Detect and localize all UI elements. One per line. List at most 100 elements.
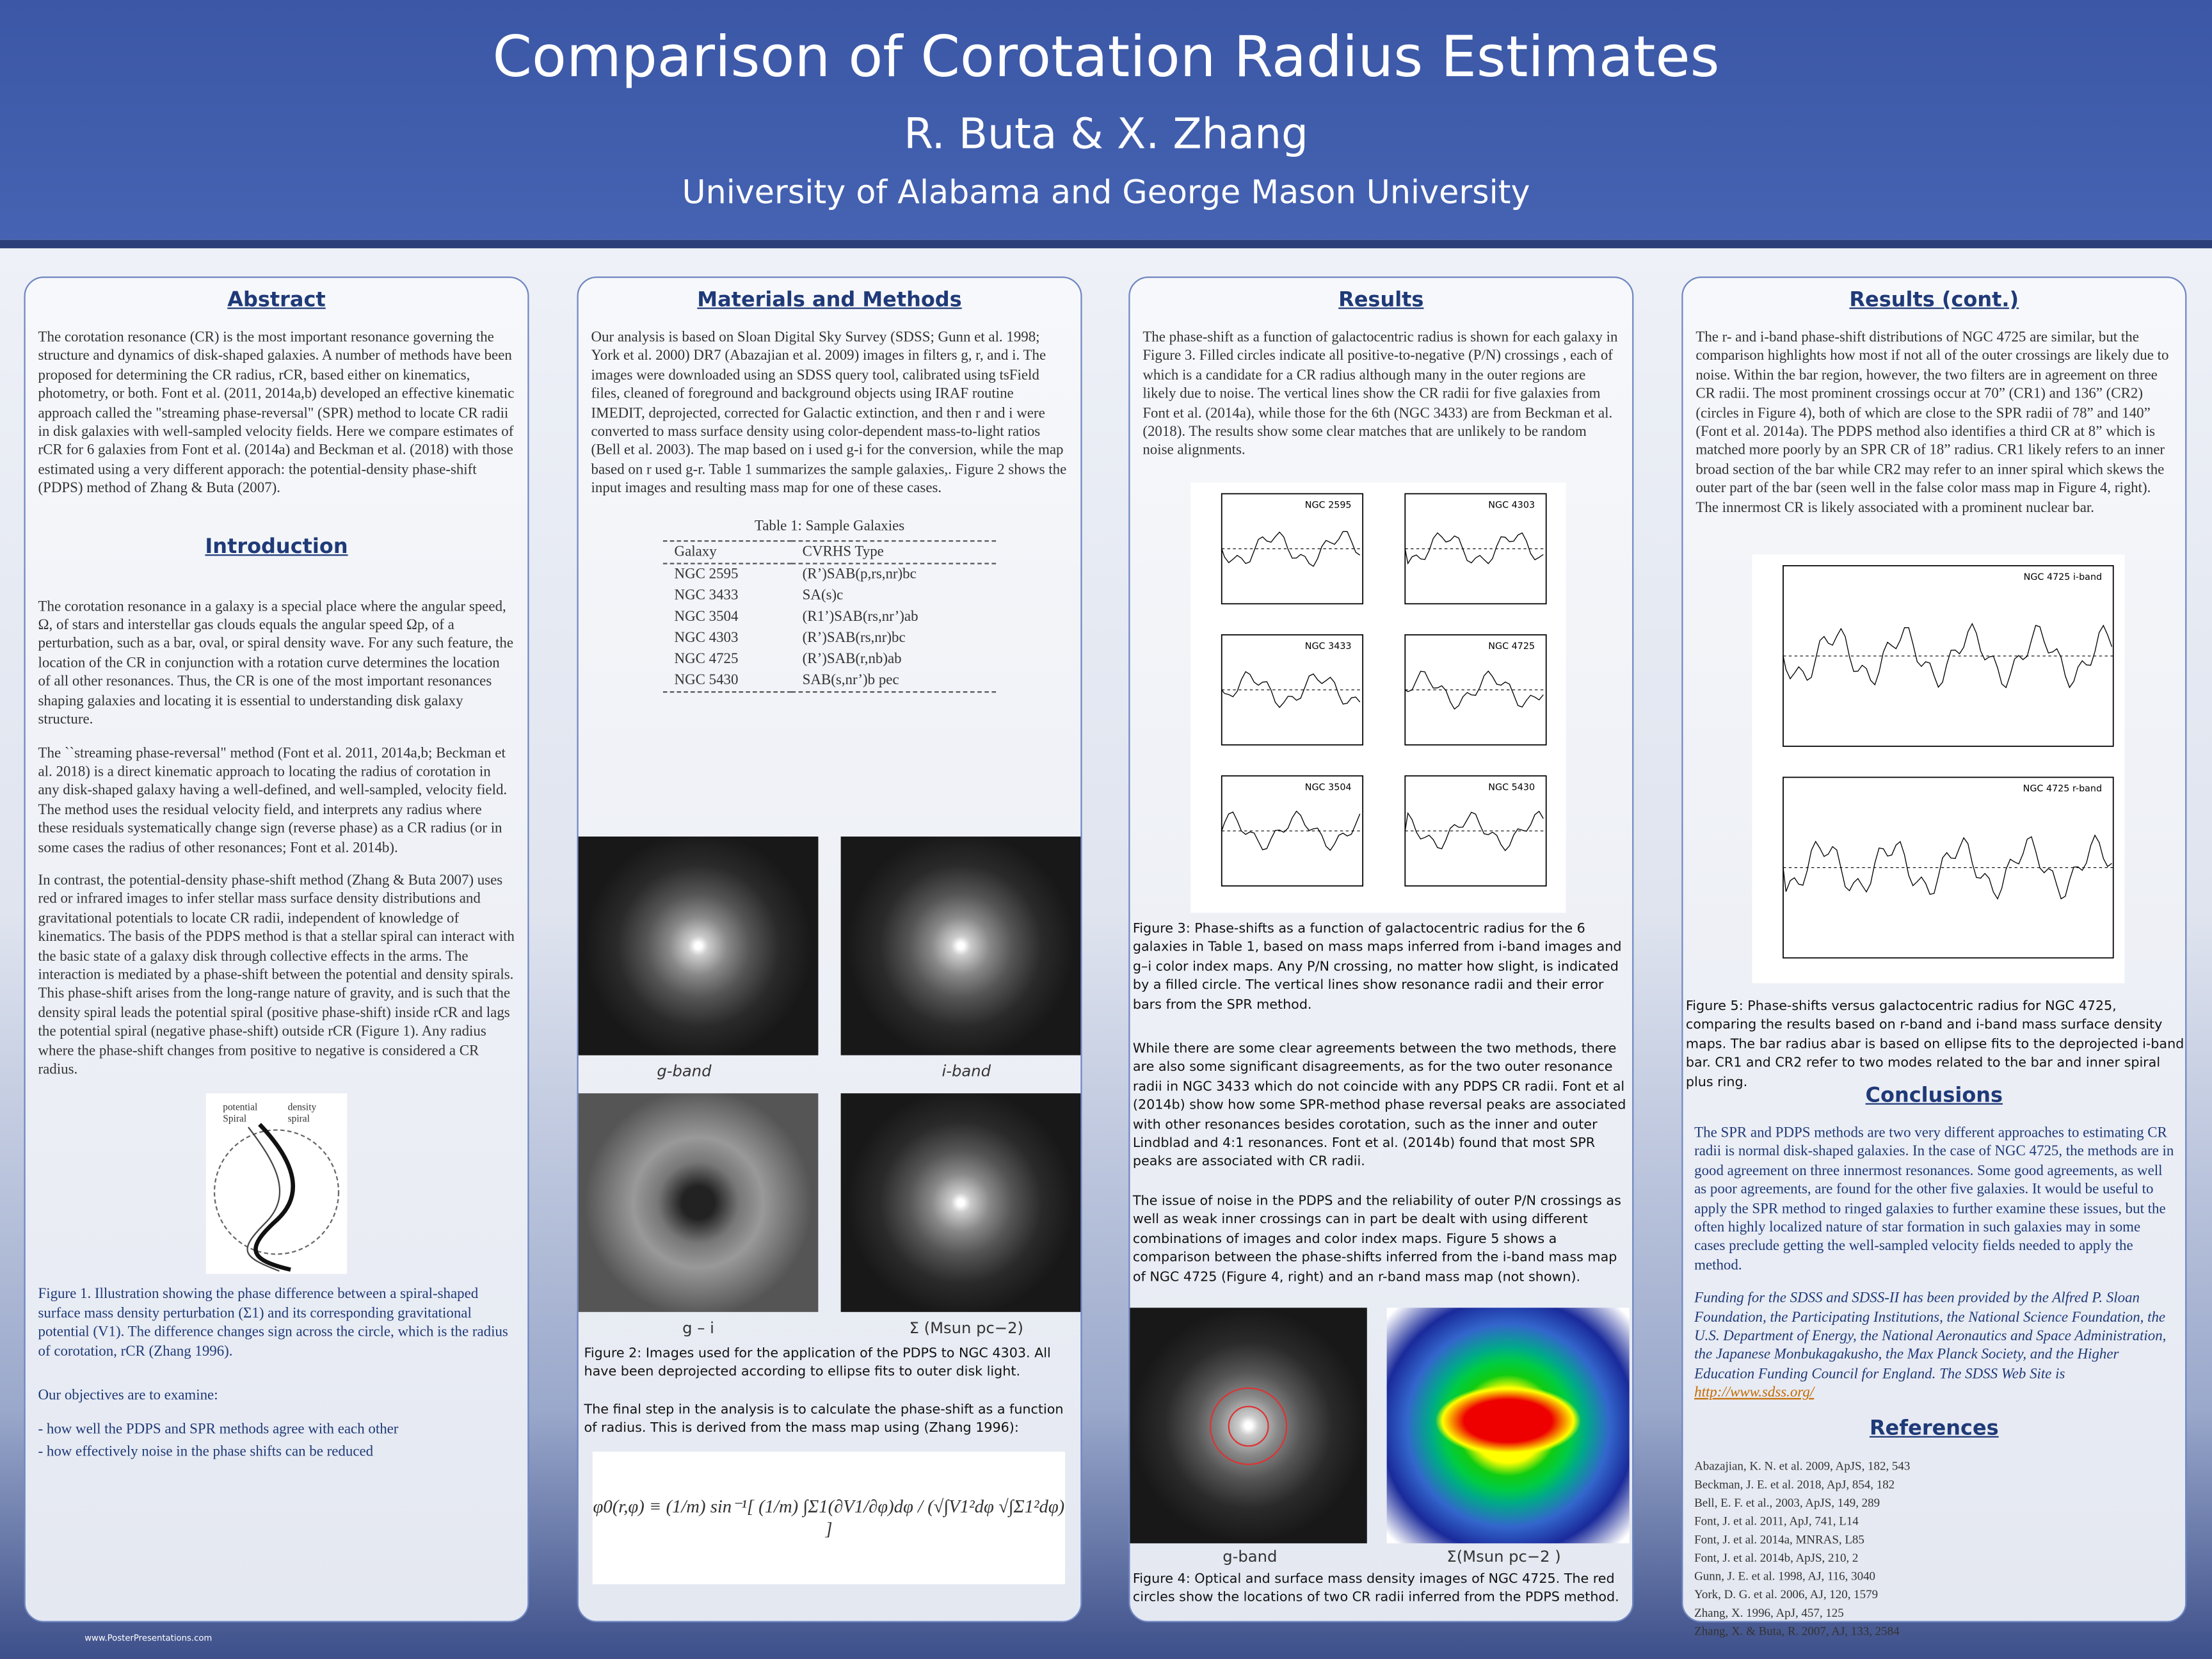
table-row: NGC 3504 (R1’)SAB(rs,nr’)ab (663, 606, 996, 627)
plot: NGC 2595 NGC 4303 NGC 3433 NGC 4725 NGC 3504… (1221, 493, 1547, 887)
table-cell: (R’)SAB(p,rs,nr)bc (802, 566, 917, 582)
reference: Zhang, X. 1996, ApJ, 457, 125 (1694, 1605, 1844, 1619)
references: Abazajian, K. N. et al. 2009, ApJS, 182,… (1683, 1457, 2185, 1640)
curve-group (1404, 670, 1544, 710)
caption: Figure 5: Phase-shifts versus galactocen… (1685, 998, 2184, 1090)
reference: Font, J. et al. 2014a, MNRAS, L85 (1694, 1531, 1864, 1546)
panel-label: NGC 4725 i-band (2024, 572, 2102, 582)
figure-label: g-band (1222, 1547, 1278, 1566)
paragraph: The issue of noise in the PDPS and the r… (1132, 1193, 1621, 1285)
heading: Results (cont.) (1849, 289, 2019, 312)
bullet-list: - how well the PDPS and SPR methods agre… (38, 1420, 515, 1465)
paragraph: Our analysis is based on Sloan Digital S… (591, 330, 1067, 497)
curve-group (1783, 834, 2112, 900)
table-cell: NGC 2595 (674, 566, 739, 582)
heading: Conclusions (1865, 1084, 2003, 1108)
curve-group (1404, 810, 1544, 851)
panel-label: NGC 3504 (1305, 782, 1352, 792)
panel-label: NGC 2595 (1305, 500, 1352, 510)
figure-label: density spiral (287, 1102, 317, 1125)
figure-label: Σ(Msun pc−2 ) (1447, 1547, 1561, 1566)
paragraph: The ``streaming phase-reversal" method (… (38, 745, 508, 856)
reference: Zhang, X. & Buta, R. 2007, AJ, 133, 2584 (1694, 1623, 1900, 1638)
reference: Beckman, J. E. et al. 2018, ApJ, 854, 18… (1694, 1477, 1895, 1491)
paragraph: Our objectives are to examine: (38, 1388, 218, 1404)
reference: Gunn, J. E. et al. 1998, AJ, 116, 3040 (1694, 1568, 1876, 1583)
reference: Bell, E. F. et al., 2003, ApJS, 149, 289 (1694, 1495, 1880, 1509)
phase-curve (1221, 531, 1361, 567)
paragraph: The final step in the analysis is to cal… (584, 1402, 1064, 1437)
bullet: - how well the PDPS and SPR methods agre… (38, 1422, 399, 1438)
paragraph: The r- and i-band phase-shift distributi… (1695, 330, 2169, 516)
panel-label: NGC 5430 (1488, 782, 1535, 792)
funding: Funding for the SDSS and SDSS-II has bee… (1683, 1290, 2185, 1403)
table-cell: NGC 4725 (674, 651, 739, 667)
table-row: NGC 5430 SAB(s,nr’)b pec (663, 669, 996, 691)
table-cell: (R’)SAB(rs,nr)bc (802, 630, 906, 646)
curve-group (1221, 810, 1361, 851)
reference: Font, J. et al. 2014b, ApJS, 210, 2 (1694, 1550, 1859, 1564)
authors: R. Buta & X. Zhang (904, 109, 1308, 160)
paragraph: The SPR and PDPS methods are two very di… (1694, 1125, 2174, 1274)
color-map (578, 1093, 819, 1312)
table-cell: (R’)SAB(r,nb)ab (802, 651, 902, 667)
column: Abstract The corotation resonance (CR) i… (24, 276, 529, 1623)
column: Materials and Methods Our analysis is ba… (577, 276, 1082, 1623)
reference: Font, J. et al. 2011, ApJ, 741, L14 (1694, 1513, 1859, 1528)
paragraph: The corotation resonance in a galaxy is … (38, 598, 514, 728)
table-row: NGC 4303 (R’)SAB(rs,nr)bc (663, 627, 996, 648)
panel-label: NGC 4725 (1488, 641, 1535, 652)
affiliation: University of Alabama and George Mason U… (682, 175, 1530, 212)
heading: References (1869, 1417, 1999, 1440)
title: Comparison of Corotation Radius Estimate… (492, 25, 1720, 91)
heading: Materials and Methods (697, 289, 962, 312)
curve-group (1783, 622, 2113, 689)
galaxy-image (578, 837, 819, 1055)
table-row: NGC 3433 SA(s)c (663, 585, 996, 606)
column: Results (cont.) The r- and i-band phase-… (1681, 276, 2187, 1637)
figure-label: g-band (657, 1062, 712, 1081)
table-cell: SA(s)c (802, 588, 844, 604)
mass-map (1386, 1308, 1630, 1544)
reference: York, D. G. et al. 2006, AJ, 120, 1579 (1694, 1586, 1879, 1601)
figure-label: potential Spiral (223, 1102, 258, 1125)
spiral-diagram (213, 1123, 340, 1272)
table-cell: SAB(s,nr’)b pec (802, 672, 899, 688)
heading: Results (1338, 289, 1424, 312)
panel-label: NGC 4303 (1488, 500, 1535, 510)
table-cell: NGC 3433 (674, 588, 739, 604)
funding-text: Funding for the SDSS and SDSS-II has bee… (1694, 1291, 2167, 1382)
table: Galaxy CVRHS Type NGC 2595 (R’)SAB(p,rs,nr)… (662, 540, 997, 693)
table-header: Galaxy (674, 544, 717, 560)
link[interactable]: http://www.sdss.org/ (1694, 1386, 1815, 1402)
paragraph: While there are some clear agreements be… (1132, 1041, 1626, 1171)
caption: Figure 2: Images used for the applicatio… (584, 1345, 1051, 1381)
table-row: NGC 4725 (R’)SAB(r,nb)ab (663, 648, 996, 669)
table-cell: NGC 5430 (674, 672, 739, 688)
paragraph: The phase-shift as a function of galacto… (1142, 330, 1618, 460)
table-caption: Table 1: Sample Galaxies (754, 518, 905, 534)
table-cell: NGC 3504 (674, 609, 739, 625)
reference: Abazajian, K. N. et al. 2009, ApJS, 182,… (1694, 1458, 1911, 1473)
plot: NGC 4725 i-band NGC 4725 r-band (1783, 565, 2114, 959)
equation: φ0(r,φ) ≡ (1/m) sin⁻¹[ (1/m) ∫Σ1(∂V1/∂φ)… (592, 1452, 1066, 1585)
paragraph: In contrast, the potential-density phase… (38, 873, 515, 1078)
table-cell: (R1’)SAB(rs,nr’)ab (802, 609, 918, 625)
phase-curve (1404, 532, 1544, 565)
bullet: - how effectively noise in the phase shi… (38, 1445, 374, 1461)
table-cell: NGC 4303 (674, 630, 739, 646)
caption: Figure 3: Phase-shifts as a function of … (1132, 921, 1622, 1013)
caption: Figure 1. Illustration showing the phase… (38, 1287, 508, 1359)
phase-curve (1221, 671, 1361, 709)
table-row: NGC 2595 (R’)SAB(p,rs,nr)bc (663, 563, 996, 585)
table-header: CVRHS Type (802, 544, 884, 560)
cr-circles (1210, 1387, 1288, 1465)
phase-curve (1783, 622, 2113, 689)
column: Results The phase-shift as a function of… (1128, 276, 1634, 1623)
phase-curve (1404, 810, 1544, 851)
figure-1: potential Spiral density spiral (205, 1094, 348, 1275)
paragraph: The corotation resonance (CR) is the mos… (38, 330, 515, 497)
caption: Figure 4: Optical and surface mass densi… (1132, 1571, 1619, 1607)
panel-label: NGC 3433 (1305, 641, 1352, 652)
